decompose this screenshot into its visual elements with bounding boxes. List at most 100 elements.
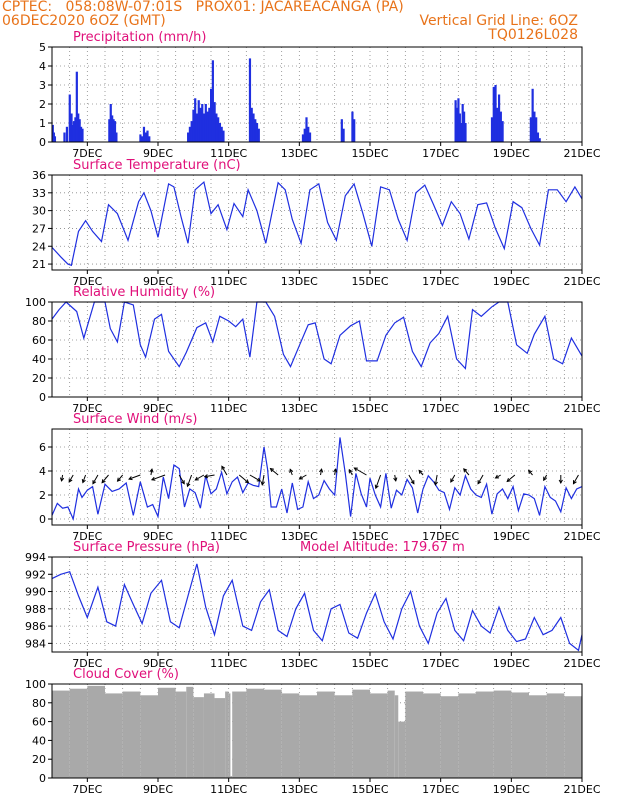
- cloud-bar-22: [352, 689, 370, 778]
- precip-bar-57: [307, 126, 310, 142]
- pres-ytick-label-5: 994: [25, 551, 46, 564]
- wind-arrow-28: [433, 474, 438, 486]
- wind-xtick-label-6: 19DEC: [493, 530, 530, 543]
- precip-ytick-label-4: 4: [39, 60, 46, 73]
- precip-bar-67: [460, 123, 463, 142]
- pres-ytick-label-3: 990: [25, 586, 46, 599]
- precip-bar-25: [146, 130, 149, 142]
- rh-xtick-label-0: 7DEC: [72, 402, 102, 415]
- precip-xtick-label-1: 9DEC: [143, 147, 173, 160]
- precip-bar-58: [308, 132, 312, 142]
- precip-bar-42: [213, 102, 216, 142]
- precip-xtick-label-2: 11DEC: [210, 147, 247, 160]
- precip-bar-60: [342, 128, 345, 142]
- precip-bar-83: [538, 138, 541, 142]
- wind-arrow-30: [463, 468, 470, 476]
- cloud-title: Cloud Cover (%): [73, 667, 179, 682]
- header-run-id: TQ0126L028: [488, 27, 578, 43]
- pres-xtick-label-2: 11DEC: [210, 657, 247, 670]
- wind-arrow-27: [418, 469, 424, 476]
- cloud-bar-31: [476, 691, 494, 778]
- cloud-bar-24: [387, 690, 395, 778]
- precip-bar-30: [192, 109, 195, 142]
- precip-ytick-label-5: 5: [39, 41, 46, 54]
- rh-xtick-label-6: 19DEC: [493, 402, 530, 415]
- precip-bar-39: [208, 107, 211, 142]
- precip-bar-50: [252, 113, 255, 142]
- temp-xtick-label-1: 9DEC: [143, 275, 173, 288]
- wind-arrow-2: [81, 474, 87, 484]
- cloud-ytick-label-3: 60: [32, 716, 46, 729]
- pres-ytick-label-4: 992: [25, 568, 46, 581]
- rh-series-line: [51, 301, 583, 370]
- temp-xtick-label-6: 19DEC: [493, 275, 530, 288]
- wind-arrow-10: [186, 474, 193, 488]
- cloud-bar-0: [52, 690, 70, 778]
- precip-bar-7: [71, 124, 74, 142]
- wind-xtick-label-5: 17DEC: [422, 530, 459, 543]
- rh-frame: [51, 301, 583, 398]
- cloud-bar-7: [175, 691, 187, 778]
- cloud-bar-35: [546, 693, 565, 778]
- precip-bar-56: [305, 117, 308, 142]
- cloud-bar-34: [529, 695, 547, 778]
- precip-ytick-label-1: 1: [39, 117, 46, 130]
- header-grid-note: Vertical Grid Line: 6OZ: [419, 13, 578, 29]
- precip-bar-53: [257, 128, 260, 142]
- cloud-bar-29: [440, 696, 459, 778]
- precip-bar-59: [340, 119, 343, 142]
- cloud-bar-2: [87, 685, 105, 778]
- cloud-bar-19: [299, 695, 317, 778]
- wind-arrow-1: [68, 474, 74, 483]
- precip-bar-24: [144, 132, 147, 142]
- precip-bar-45: [218, 123, 222, 142]
- wind-arrow-14: [238, 474, 250, 484]
- wind-arrow-25: [393, 474, 398, 482]
- cloud-ytick-label-5: 100: [25, 678, 46, 691]
- temp-frame: [51, 174, 583, 271]
- cloud-xtick-label-0: 7DEC: [72, 783, 102, 796]
- rh-title: Relative Humidity (%): [73, 285, 215, 300]
- precip-bar-33: [197, 100, 200, 142]
- cloud-bar-28: [423, 693, 441, 778]
- cloud-ytick-label-0: 0: [39, 772, 46, 785]
- rh-xtick-label-7: 21DEC: [563, 402, 600, 415]
- wind-arrow-26: [408, 474, 415, 485]
- wind-arrow-6: [128, 474, 141, 481]
- pres-xtick-label-1: 9DEC: [143, 657, 173, 670]
- precip-frame: [51, 46, 583, 143]
- pres-xtick-label-5: 17DEC: [422, 657, 459, 670]
- rh-ytick-label-3: 60: [32, 334, 46, 347]
- wind-arrow-19: [298, 474, 307, 480]
- temp-xtick-label-5: 17DEC: [422, 275, 459, 288]
- wind-arrow-33: [506, 474, 516, 483]
- precip-bar-22: [141, 136, 144, 142]
- precip-bar-34: [199, 107, 202, 142]
- precip-bar-28: [188, 126, 191, 142]
- pres-xtick-label-4: 15DEC: [351, 657, 388, 670]
- wind-arrow-29: [450, 474, 456, 483]
- wind-arrow-20: [318, 468, 324, 476]
- precip-bar-69: [462, 111, 466, 142]
- precip-bar-38: [206, 111, 209, 142]
- precip-bar-26: [148, 136, 151, 142]
- cloud-bar-5: [140, 695, 158, 778]
- cloud-xtick-label-2: 11DEC: [210, 783, 247, 796]
- cloud-xtick-label-7: 21DEC: [563, 783, 600, 796]
- cloud-bar-14: [230, 776, 233, 778]
- wind-arrow-18: [289, 468, 294, 476]
- cloud-ytick-label-1: 20: [32, 753, 46, 766]
- cloud-bar-36: [564, 696, 582, 778]
- wind-arrow-31: [477, 474, 484, 485]
- cloud-bar-6: [158, 687, 176, 778]
- precip-xtick-label-3: 13DEC: [281, 147, 318, 160]
- cloud-bar-26: [398, 721, 406, 778]
- cloud-bar-11: [214, 698, 226, 778]
- cloud-bar-1: [69, 688, 88, 778]
- precip-bar-70: [464, 123, 467, 142]
- precip-bar-44: [217, 117, 220, 142]
- wind-arrow-0: [59, 474, 65, 482]
- precip-bar-23: [142, 126, 146, 142]
- pres-xtick-label-6: 19DEC: [493, 657, 530, 670]
- precip-bar-16: [109, 104, 112, 142]
